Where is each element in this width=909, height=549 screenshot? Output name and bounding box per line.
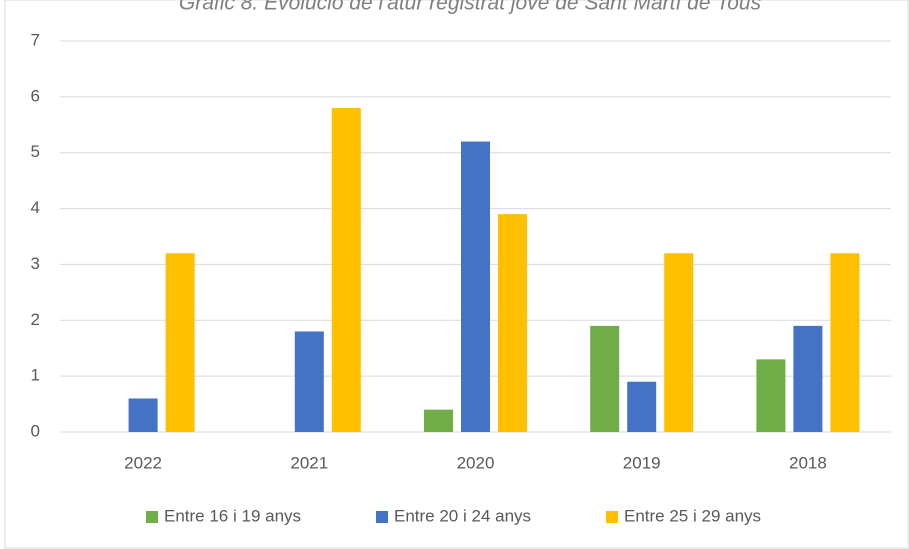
- legend-swatch: [376, 511, 388, 523]
- bar: [294, 331, 324, 432]
- y-tick-label: 6: [31, 86, 40, 105]
- bar: [461, 141, 490, 433]
- x-tick-label: 2020: [457, 453, 495, 472]
- bar: [331, 108, 361, 433]
- y-tick-label: 5: [31, 142, 40, 161]
- bar: [590, 325, 620, 432]
- bar: [128, 398, 158, 432]
- legend-label: Entre 16 i 19 anys: [164, 506, 301, 525]
- bar: [793, 325, 823, 432]
- legend-label: Entre 25 i 29 anys: [624, 506, 761, 525]
- x-tick-label: 2021: [290, 453, 328, 472]
- bar: [165, 253, 195, 432]
- y-tick-label: 1: [31, 366, 40, 385]
- y-tick-label: 7: [31, 30, 40, 49]
- x-tick-label: 2019: [623, 453, 661, 472]
- x-tick-label: 2018: [789, 453, 827, 472]
- y-tick-label: 2: [31, 310, 40, 329]
- bar: [830, 253, 860, 432]
- bar: [424, 409, 453, 432]
- legend-label: Entre 20 i 24 anys: [394, 506, 531, 525]
- bar: [498, 214, 527, 432]
- y-tick-label: 3: [31, 254, 40, 273]
- legend-swatch: [606, 511, 618, 523]
- bar: [627, 381, 657, 432]
- chart-frame: [4, 0, 909, 549]
- y-tick-label: 0: [31, 421, 40, 440]
- y-tick-label: 4: [31, 198, 40, 217]
- chart-title: Gràfic 8. Evolució de l'atur registrat j…: [179, 0, 762, 15]
- legend-swatch: [146, 511, 158, 523]
- bar: [664, 253, 694, 432]
- bar: [756, 359, 786, 432]
- x-tick-label: 2022: [124, 453, 162, 472]
